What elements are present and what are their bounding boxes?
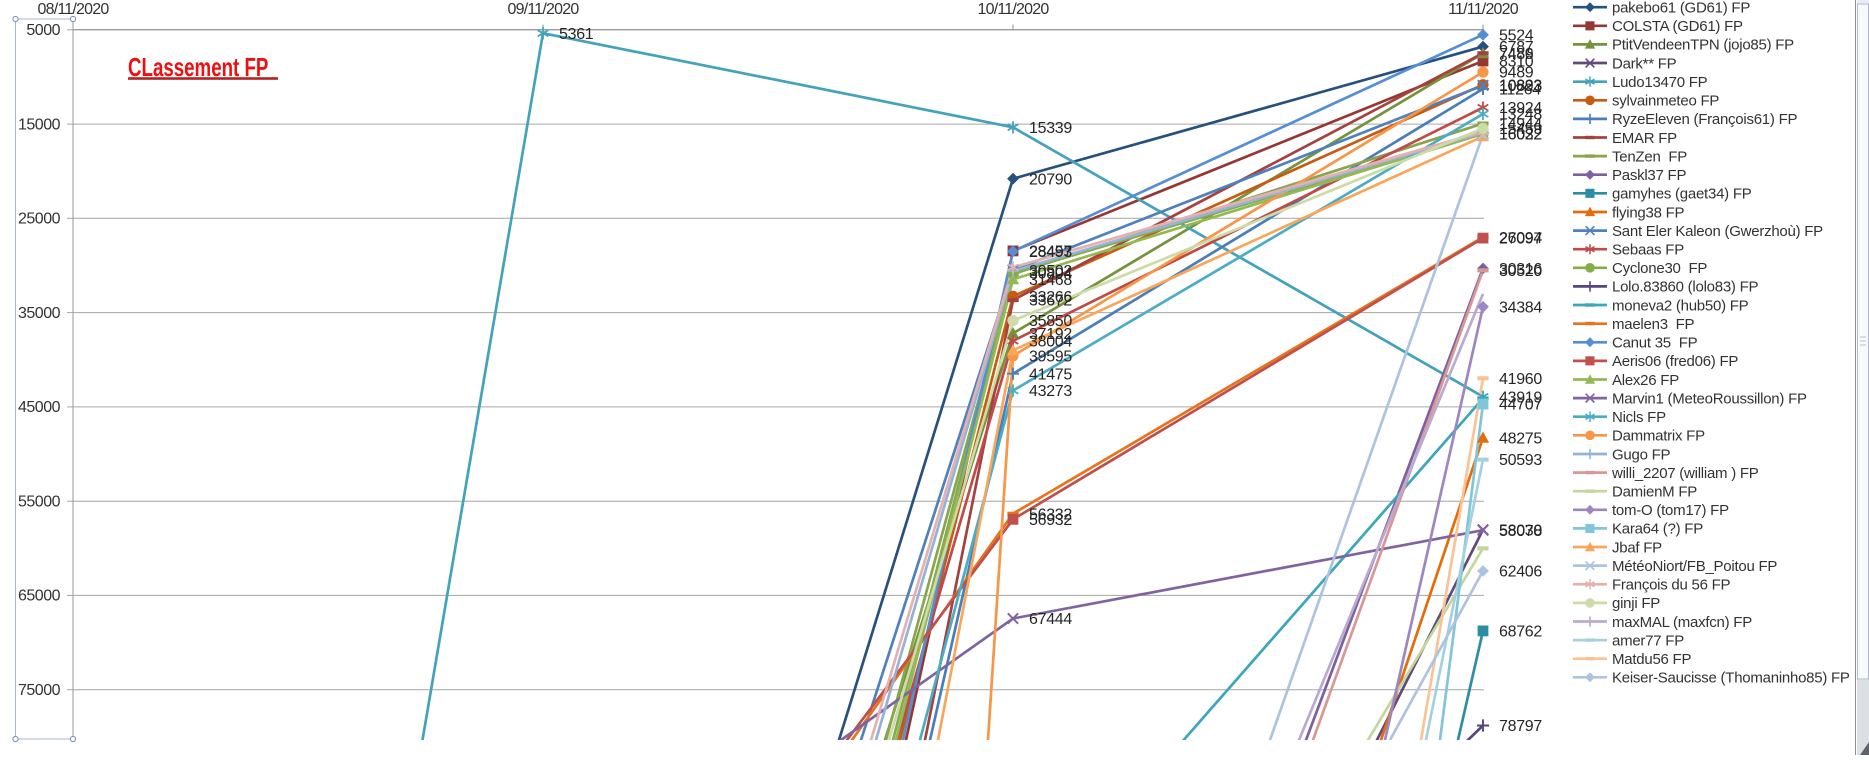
svg-text:Sebaas FP: Sebaas FP xyxy=(1612,242,1684,259)
svg-text:Marvin1 (MeteoRoussillon) FP: Marvin1 (MeteoRoussillon) FP xyxy=(1612,390,1807,407)
svg-text:François du 56 FP: François du 56 FP xyxy=(1612,577,1731,594)
svg-text:10893: 10893 xyxy=(1499,78,1542,95)
svg-text:pakebo61 (GD61) FP: pakebo61 (GD61) FP xyxy=(1612,0,1750,17)
svg-text:08/11/2020: 08/11/2020 xyxy=(38,1,110,18)
svg-text:13248: 13248 xyxy=(1499,107,1542,124)
svg-text:EMAR FP: EMAR FP xyxy=(1612,130,1677,147)
svg-text:DamienM FP: DamienM FP xyxy=(1612,484,1697,501)
svg-text:Gugo FP: Gugo FP xyxy=(1612,446,1671,463)
svg-text:8310: 8310 xyxy=(1499,54,1534,71)
svg-text:Dark** FP: Dark** FP xyxy=(1612,55,1677,72)
svg-text:Jbaf FP: Jbaf FP xyxy=(1612,539,1662,556)
svg-text:25000: 25000 xyxy=(18,211,61,228)
svg-text:CLassement FP: CLassement FP xyxy=(128,52,268,82)
svg-text:58030: 58030 xyxy=(1499,522,1542,539)
svg-text:43919: 43919 xyxy=(1499,389,1542,406)
svg-text:41475: 41475 xyxy=(1029,366,1072,383)
svg-text:9489: 9489 xyxy=(1499,65,1534,82)
svg-text:5000: 5000 xyxy=(26,22,60,39)
svg-text:willi_2207 (william ) FP: willi_2207 (william ) FP xyxy=(1611,465,1759,482)
svg-text:30804: 30804 xyxy=(1029,266,1072,283)
svg-text:Cyclone30 FP: Cyclone30 FP xyxy=(1612,260,1707,277)
svg-text:Keiser-Saucisse (Thomaninho85): Keiser-Saucisse (Thomaninho85) FP xyxy=(1612,670,1850,687)
svg-text:27097: 27097 xyxy=(1499,231,1542,248)
svg-text:Lolo.83860 (lolo83) FP: Lolo.83860 (lolo83) FP xyxy=(1612,279,1759,296)
svg-text:48275: 48275 xyxy=(1499,430,1542,447)
svg-text:33672: 33672 xyxy=(1029,293,1072,310)
svg-text:PtitVendeenTPN (jojo85) FP: PtitVendeenTPN (jojo85) FP xyxy=(1612,37,1794,54)
svg-text:58078: 58078 xyxy=(1499,523,1542,540)
svg-text:45000: 45000 xyxy=(18,399,61,416)
svg-text:Aeris06 (fred06) FP: Aeris06 (fred06) FP xyxy=(1612,353,1738,370)
svg-text:Kara64 (?) FP: Kara64 (?) FP xyxy=(1612,521,1703,538)
svg-text:gamyhes (gaet34) FP: gamyhes (gaet34) FP xyxy=(1612,186,1752,203)
svg-text:28457: 28457 xyxy=(1029,244,1072,261)
svg-text:Alex26 FP: Alex26 FP xyxy=(1612,372,1679,389)
svg-text:78797: 78797 xyxy=(1499,718,1542,735)
svg-text:flying38 FP: flying38 FP xyxy=(1612,204,1685,221)
svg-text:55000: 55000 xyxy=(18,493,61,510)
svg-text:sylvainmeteo FP: sylvainmeteo FP xyxy=(1612,93,1719,110)
svg-text:41960: 41960 xyxy=(1499,371,1542,388)
svg-text:26094: 26094 xyxy=(1499,230,1542,247)
svg-text:6787: 6787 xyxy=(1499,39,1534,56)
svg-text:Ludo13470 FP: Ludo13470 FP xyxy=(1612,74,1708,91)
svg-text:7486: 7486 xyxy=(1499,46,1534,63)
svg-text:34384: 34384 xyxy=(1499,299,1542,316)
svg-text:75000: 75000 xyxy=(18,682,61,699)
svg-text:15459: 15459 xyxy=(1499,121,1542,138)
svg-text:09/11/2020: 09/11/2020 xyxy=(508,1,580,18)
svg-text:39595: 39595 xyxy=(1029,349,1072,366)
svg-text:maxMAL (maxfcn) FP: maxMAL (maxfcn) FP xyxy=(1612,614,1752,631)
svg-text:7489: 7489 xyxy=(1499,46,1534,63)
svg-text:moneva2 (hub50) FP: moneva2 (hub50) FP xyxy=(1612,297,1749,314)
svg-text:35850: 35850 xyxy=(1029,313,1072,330)
svg-text:35000: 35000 xyxy=(18,305,61,322)
svg-text:68762: 68762 xyxy=(1499,624,1542,641)
svg-text:5361: 5361 xyxy=(559,26,594,43)
svg-text:33266: 33266 xyxy=(1029,289,1072,306)
svg-text:14944: 14944 xyxy=(1499,116,1542,133)
svg-text:62406: 62406 xyxy=(1499,564,1542,581)
svg-text:13924: 13924 xyxy=(1499,100,1542,117)
svg-text:5524: 5524 xyxy=(1499,27,1534,44)
svg-text:TenZen FP: TenZen FP xyxy=(1612,148,1687,165)
svg-text:56332: 56332 xyxy=(1029,506,1072,523)
svg-text:Sant Eler Kaleon (Gwerzhoù) FP: Sant Eler Kaleon (Gwerzhoù) FP xyxy=(1612,223,1823,240)
svg-text:15339: 15339 xyxy=(1029,120,1072,137)
svg-text:10/11/2020: 10/11/2020 xyxy=(978,1,1050,18)
svg-text:Nicls FP: Nicls FP xyxy=(1612,409,1666,426)
svg-text:RyzeEleven (François61) FP: RyzeEleven (François61) FP xyxy=(1612,111,1797,128)
svg-text:Dammatrix FP: Dammatrix FP xyxy=(1612,428,1705,445)
svg-text:11/11/2020: 11/11/2020 xyxy=(1448,1,1519,18)
svg-text:16022: 16022 xyxy=(1499,126,1542,143)
svg-text:50593: 50593 xyxy=(1499,452,1542,469)
svg-text:20790: 20790 xyxy=(1029,171,1072,188)
svg-text:16032: 16032 xyxy=(1499,126,1542,143)
svg-text:COLSTA (GD61) FP: COLSTA (GD61) FP xyxy=(1612,18,1743,35)
svg-text:67444: 67444 xyxy=(1029,611,1072,628)
svg-text:65000: 65000 xyxy=(18,588,61,605)
svg-text:MétéoNiort/FB_Poitou FP: MétéoNiort/FB_Poitou FP xyxy=(1612,558,1777,575)
svg-text:38004: 38004 xyxy=(1029,334,1072,351)
svg-text:10823: 10823 xyxy=(1499,77,1542,94)
svg-text:tom-O (tom17) FP: tom-O (tom17) FP xyxy=(1612,502,1729,519)
svg-text:11264: 11264 xyxy=(1499,82,1541,99)
svg-text:30502: 30502 xyxy=(1029,263,1072,280)
svg-text:Matdu56 FP: Matdu56 FP xyxy=(1612,651,1691,668)
svg-text:37192: 37192 xyxy=(1029,326,1072,343)
svg-text:43273: 43273 xyxy=(1029,383,1072,400)
svg-text:15000: 15000 xyxy=(18,116,61,133)
svg-text:amer77 FP: amer77 FP xyxy=(1612,632,1684,649)
svg-text:Paskl37 FP: Paskl37 FP xyxy=(1612,167,1686,184)
svg-text:30520: 30520 xyxy=(1499,263,1542,280)
svg-text:30316: 30316 xyxy=(1499,261,1542,278)
svg-text:maelen3 FP: maelen3 FP xyxy=(1612,316,1695,333)
svg-text:ginji FP: ginji FP xyxy=(1612,595,1660,612)
svg-text:28493: 28493 xyxy=(1029,244,1072,261)
svg-text:Canut 35 FP: Canut 35 FP xyxy=(1612,335,1698,352)
svg-text:31468: 31468 xyxy=(1029,272,1072,289)
svg-text:44707: 44707 xyxy=(1499,397,1542,414)
svg-text:56932: 56932 xyxy=(1029,512,1072,529)
